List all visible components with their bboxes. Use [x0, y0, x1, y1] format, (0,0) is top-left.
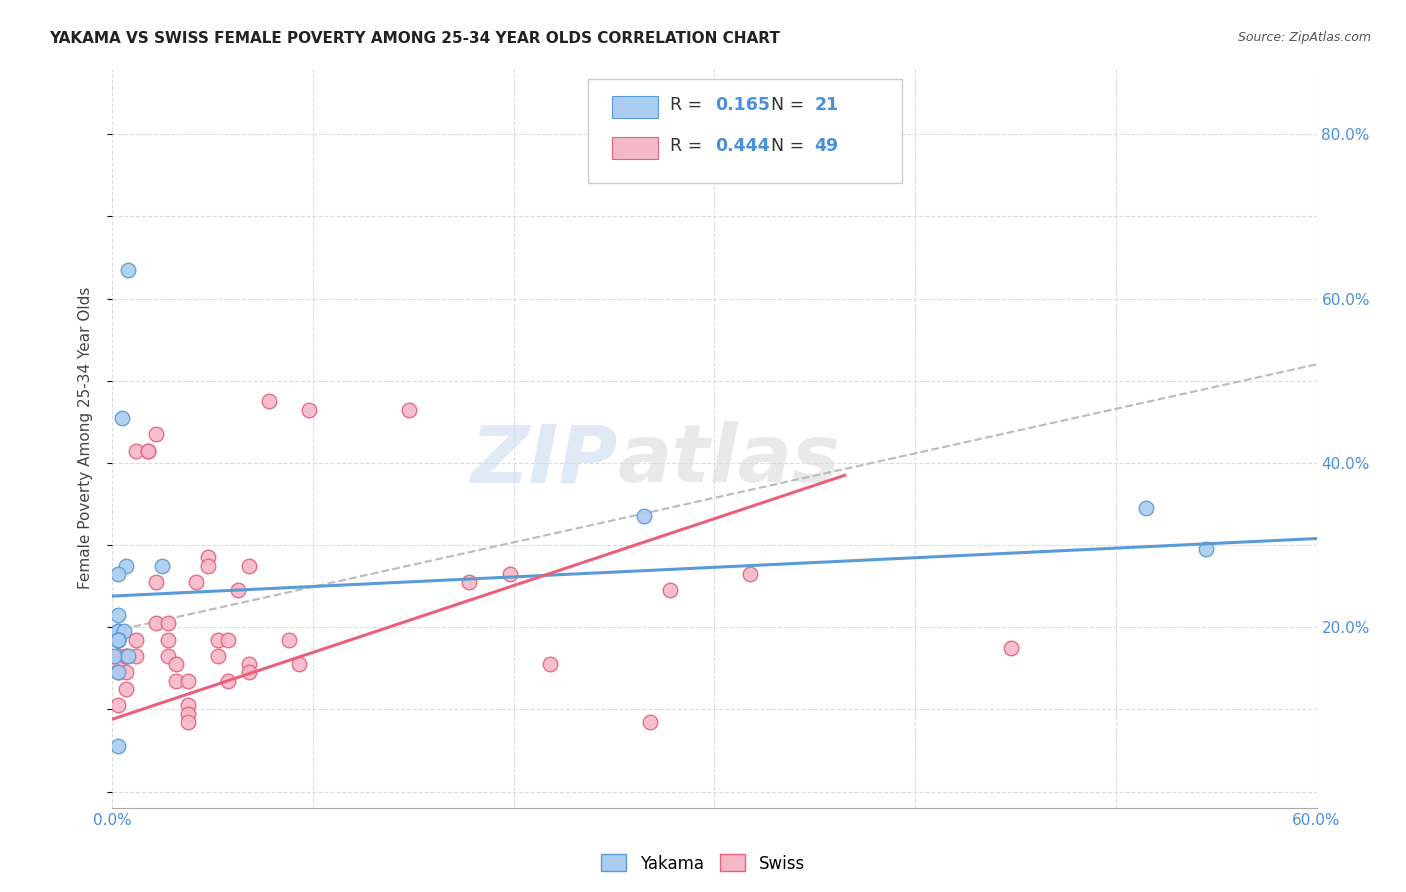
- Text: 21: 21: [814, 96, 838, 114]
- Point: [112, 624, 135, 639]
- Point: [107, 607, 129, 622]
- Point: [298, 402, 321, 417]
- Point: [111, 410, 134, 425]
- Point: [103, 648, 125, 663]
- Point: [107, 698, 129, 713]
- Point: [217, 673, 239, 688]
- Point: [177, 698, 200, 713]
- Point: [238, 665, 260, 680]
- Point: [538, 657, 561, 672]
- Point: [107, 632, 129, 647]
- Point: [740, 566, 762, 581]
- Point: [157, 616, 180, 631]
- Text: R =: R =: [669, 137, 707, 155]
- Point: [107, 566, 129, 581]
- Y-axis label: Female Poverty Among 25-34 Year Olds: Female Poverty Among 25-34 Year Olds: [79, 287, 93, 590]
- FancyBboxPatch shape: [612, 95, 658, 118]
- Point: [115, 558, 138, 573]
- Point: [186, 575, 208, 590]
- Text: ZIP: ZIP: [471, 422, 617, 500]
- Point: [107, 632, 129, 647]
- Text: 49: 49: [814, 137, 838, 155]
- Point: [238, 657, 260, 672]
- Text: YAKAMA VS SWISS FEMALE POVERTY AMONG 25-34 YEAR OLDS CORRELATION CHART: YAKAMA VS SWISS FEMALE POVERTY AMONG 25-…: [49, 31, 780, 46]
- Point: [398, 402, 420, 417]
- Point: [107, 665, 129, 680]
- Point: [157, 648, 180, 663]
- Point: [458, 575, 481, 590]
- Point: [107, 632, 129, 647]
- Point: [217, 632, 239, 647]
- Point: [145, 427, 167, 442]
- Point: [287, 657, 309, 672]
- Point: [145, 616, 167, 631]
- Point: [107, 632, 129, 647]
- Point: [228, 583, 250, 598]
- Point: [257, 394, 280, 409]
- Point: [107, 665, 129, 680]
- Point: [107, 632, 129, 647]
- Point: [165, 673, 187, 688]
- FancyBboxPatch shape: [612, 136, 658, 159]
- Point: [177, 673, 200, 688]
- Text: atlas: atlas: [617, 422, 841, 500]
- Point: [1000, 640, 1022, 655]
- Point: [165, 657, 187, 672]
- Point: [150, 558, 173, 573]
- Point: [107, 657, 129, 672]
- Point: [117, 648, 139, 663]
- Point: [136, 443, 159, 458]
- Point: [125, 443, 148, 458]
- Point: [638, 714, 661, 729]
- Point: [115, 648, 138, 663]
- Point: [115, 648, 138, 663]
- Point: [107, 624, 129, 639]
- FancyBboxPatch shape: [588, 78, 903, 183]
- Point: [117, 263, 139, 277]
- Point: [1135, 501, 1157, 516]
- Point: [125, 632, 148, 647]
- Point: [197, 550, 219, 565]
- Text: 0.444: 0.444: [716, 137, 770, 155]
- Point: [1195, 542, 1218, 557]
- Legend: Yakama, Swiss: Yakama, Swiss: [595, 847, 811, 880]
- Point: [197, 558, 219, 573]
- Point: [107, 624, 129, 639]
- Point: [633, 509, 655, 524]
- Point: [207, 648, 229, 663]
- Point: [177, 706, 200, 721]
- Point: [107, 739, 129, 754]
- Point: [107, 632, 129, 647]
- Point: [125, 648, 148, 663]
- Point: [207, 632, 229, 647]
- Point: [145, 575, 167, 590]
- Point: [115, 665, 138, 680]
- Point: [498, 566, 520, 581]
- Point: [136, 443, 159, 458]
- Point: [238, 558, 260, 573]
- Point: [107, 648, 129, 663]
- Point: [177, 714, 200, 729]
- Point: [157, 632, 180, 647]
- Point: [115, 681, 138, 696]
- Point: [277, 632, 299, 647]
- Text: N =: N =: [770, 96, 810, 114]
- Text: 0.165: 0.165: [716, 96, 770, 114]
- Text: N =: N =: [770, 137, 810, 155]
- Text: R =: R =: [669, 96, 707, 114]
- Text: Source: ZipAtlas.com: Source: ZipAtlas.com: [1237, 31, 1371, 45]
- Point: [659, 583, 682, 598]
